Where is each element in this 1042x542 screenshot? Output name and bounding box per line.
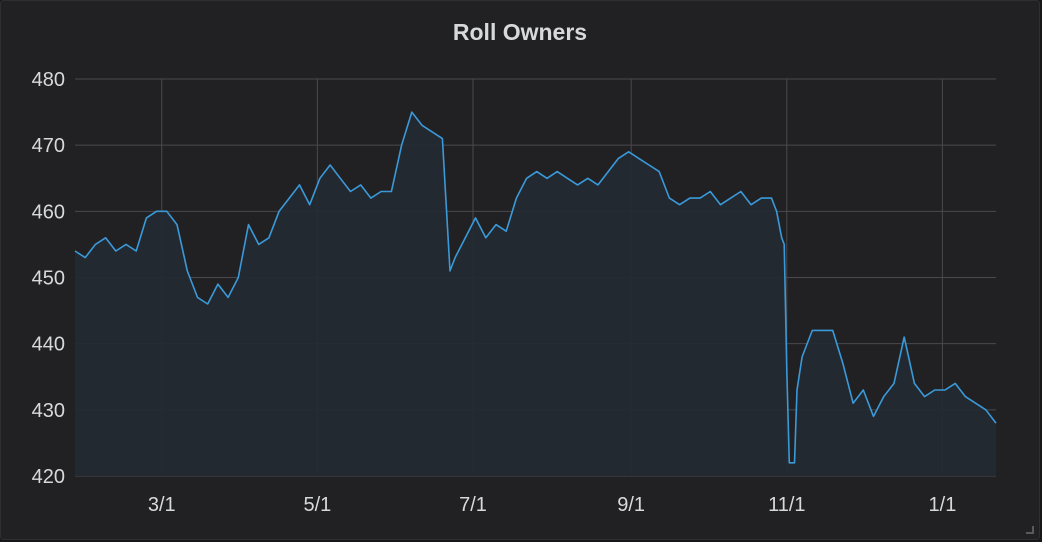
series-area-0 (75, 112, 996, 476)
y-tick-label-460: 460 (32, 201, 65, 223)
x-tick-label-5/1: 5/1 (303, 494, 331, 516)
y-tick-label-470: 470 (32, 135, 65, 157)
x-tick-label-11/1: 11/1 (768, 494, 805, 516)
y-tick-label-430: 430 (32, 400, 65, 422)
y-tick-label-480: 480 (32, 69, 65, 91)
panel-title[interactable]: Roll Owners (452, 19, 588, 45)
x-tick-label-7/1: 7/1 (459, 494, 487, 516)
y-tick-label-440: 440 (32, 334, 65, 356)
y-tick-label-420: 420 (32, 466, 65, 488)
series-line-0 (74, 111, 997, 464)
resize-handle[interactable] (1026, 526, 1034, 534)
x-tick-label-9/1: 9/1 (617, 494, 645, 516)
x-tick-label-3/1: 3/1 (148, 494, 176, 516)
y-tick-label-450: 450 (32, 268, 65, 290)
x-tick-label-1/1: 1/1 (929, 494, 957, 516)
